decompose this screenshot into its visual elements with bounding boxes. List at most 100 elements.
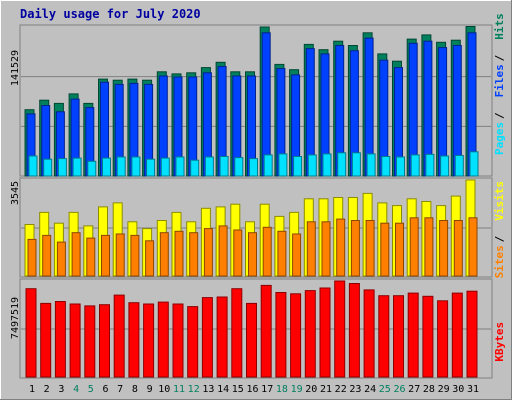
- bar-kbytes-day-21: [319, 287, 331, 378]
- bar-pages-day-11: [175, 156, 185, 177]
- x-label-day-2: 2: [44, 384, 50, 395]
- bar-sites-day-13: [203, 228, 213, 277]
- x-axis-labels: 1 2 3 4 5 6 7 8 9 10 11 12 13 14 15 16 17 18 19 20 21 22 23 24 2…: [29, 384, 479, 395]
- x-label-day-18: 18: [276, 384, 288, 395]
- x-label-day-14: 14: [217, 384, 229, 395]
- bar-pages-day-25: [381, 156, 391, 177]
- bar-kbytes-day-6: [99, 304, 110, 378]
- bar-kbytes-day-9: [143, 303, 155, 378]
- x-label-day-29: 29: [438, 384, 450, 395]
- bar-kbytes-day-11: [172, 303, 184, 378]
- bar-sites-day-28: [424, 217, 434, 277]
- bar-kbytes-day-13: [201, 297, 213, 378]
- bar-sites-day-31: [468, 217, 478, 277]
- x-label-day-25: 25: [379, 384, 391, 395]
- bar-pages-day-16: [249, 158, 258, 177]
- bar-pages-day-13: [204, 156, 214, 177]
- bar-kbytes-day-17: [260, 284, 272, 378]
- bar-sites-day-20: [306, 221, 316, 277]
- bar-pages-day-22: [337, 152, 347, 177]
- legend-hits: Hits: [493, 13, 506, 40]
- bar-sites-day-19: [292, 233, 302, 277]
- bar-pages-day-29: [440, 155, 450, 177]
- bar-kbytes-day-12: [187, 306, 199, 378]
- x-label-day-27: 27: [408, 384, 420, 395]
- x-label-day-8: 8: [132, 384, 138, 395]
- bar-pages-day-12: [190, 159, 200, 177]
- x-label-day-16: 16: [246, 384, 258, 395]
- bar-kbytes-day-5: [84, 305, 96, 378]
- x-label-day-3: 3: [58, 384, 64, 395]
- bar-pages-day-27: [410, 154, 420, 177]
- bar-sites-day-26: [395, 222, 404, 277]
- bar-kbytes-day-31: [466, 290, 478, 378]
- bar-sites-day-30: [453, 220, 463, 277]
- bar-kbytes-day-22: [334, 280, 346, 378]
- bar-sites-day-1: [27, 238, 37, 277]
- bar-sites-day-5: [86, 237, 96, 277]
- legend-pages: Pages: [493, 122, 506, 155]
- bar-pages-day-21: [322, 153, 332, 177]
- bar-kbytes-day-2: [40, 302, 52, 378]
- x-label-day-9: 9: [147, 384, 153, 395]
- bar-kbytes-day-24: [363, 289, 375, 378]
- bar-pages-day-18: [278, 153, 288, 177]
- x-label-day-19: 19: [291, 384, 303, 395]
- bar-sites-day-2: [42, 234, 52, 277]
- legend-sites: Sites: [493, 245, 506, 278]
- x-label-day-30: 30: [452, 384, 464, 395]
- panel-visits-sites-max-label: 3545: [10, 181, 21, 205]
- bar-sites-day-11: [174, 230, 184, 277]
- bar-kbytes-day-26: [393, 295, 404, 378]
- bar-pages-day-15: [234, 157, 244, 177]
- bar-pages-day-28: [425, 153, 435, 177]
- legend-separator: /: [493, 112, 506, 119]
- legend-kbytes: KBytes: [493, 322, 506, 362]
- bar-pages-day-2: [43, 158, 53, 177]
- bar-pages-day-26: [396, 156, 405, 177]
- x-label-day-20: 20: [305, 384, 317, 395]
- panel-hits-files-pages-max-label: 141529: [10, 50, 21, 86]
- bar-kbytes-day-1: [25, 288, 37, 378]
- bar-sites-day-7: [115, 233, 125, 277]
- x-label-day-21: 21: [320, 384, 332, 395]
- x-label-day-6: 6: [102, 384, 108, 395]
- bar-sites-day-24: [365, 220, 375, 277]
- bar-pages-day-14: [219, 156, 229, 177]
- bar-pages-day-30: [454, 155, 464, 177]
- panel-hits-files-pages-legend: Pages / Files / Hits: [493, 13, 506, 155]
- bar-pages-day-10: [160, 157, 170, 177]
- bar-kbytes-day-23: [348, 283, 360, 378]
- bar-kbytes-day-3: [54, 301, 66, 378]
- bar-kbytes-day-15: [231, 288, 243, 378]
- x-label-day-10: 10: [158, 384, 170, 395]
- x-label-day-22: 22: [335, 384, 347, 395]
- chart-bars: [21, 26, 491, 378]
- bar-sites-day-18: [277, 230, 287, 277]
- x-label-day-4: 4: [73, 384, 79, 395]
- legend-files: Files: [493, 64, 506, 97]
- bar-sites-day-8: [130, 234, 140, 277]
- x-label-day-11: 11: [173, 384, 185, 395]
- bar-pages-day-1: [28, 155, 38, 177]
- bar-kbytes-day-28: [422, 295, 434, 378]
- x-label-day-15: 15: [232, 384, 244, 395]
- bar-kbytes-day-7: [113, 294, 125, 378]
- bar-sites-day-22: [336, 218, 346, 277]
- panel-visits-sites-legend: Sites / Visits: [493, 181, 506, 278]
- bar-kbytes-day-20: [304, 290, 316, 378]
- bar-kbytes-day-18: [275, 292, 287, 378]
- legend-separator: /: [493, 54, 506, 61]
- bar-pages-day-19: [293, 156, 303, 177]
- legend-visits: Visits: [493, 181, 506, 221]
- panel-kbytes-legend: KBytes: [493, 322, 506, 362]
- bar-kbytes-day-19: [290, 293, 302, 378]
- bar-pages-day-20: [307, 154, 317, 177]
- x-label-day-13: 13: [202, 384, 214, 395]
- x-label-day-5: 5: [88, 384, 94, 395]
- bar-sites-day-6: [101, 234, 110, 277]
- x-label-day-7: 7: [117, 384, 123, 395]
- bar-pages-day-31: [469, 151, 479, 177]
- x-label-day-23: 23: [349, 384, 361, 395]
